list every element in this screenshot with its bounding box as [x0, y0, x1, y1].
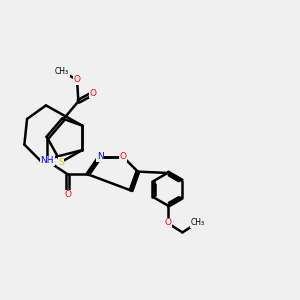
- Text: O: O: [90, 89, 97, 98]
- Text: O: O: [119, 152, 127, 161]
- Text: NH: NH: [40, 156, 54, 165]
- Text: O: O: [164, 218, 171, 227]
- Text: CH₃: CH₃: [55, 67, 69, 76]
- Text: O: O: [74, 75, 80, 84]
- Text: O: O: [64, 190, 71, 199]
- Text: N: N: [97, 152, 104, 161]
- Text: S: S: [58, 158, 64, 167]
- Text: CH₃: CH₃: [190, 218, 204, 227]
